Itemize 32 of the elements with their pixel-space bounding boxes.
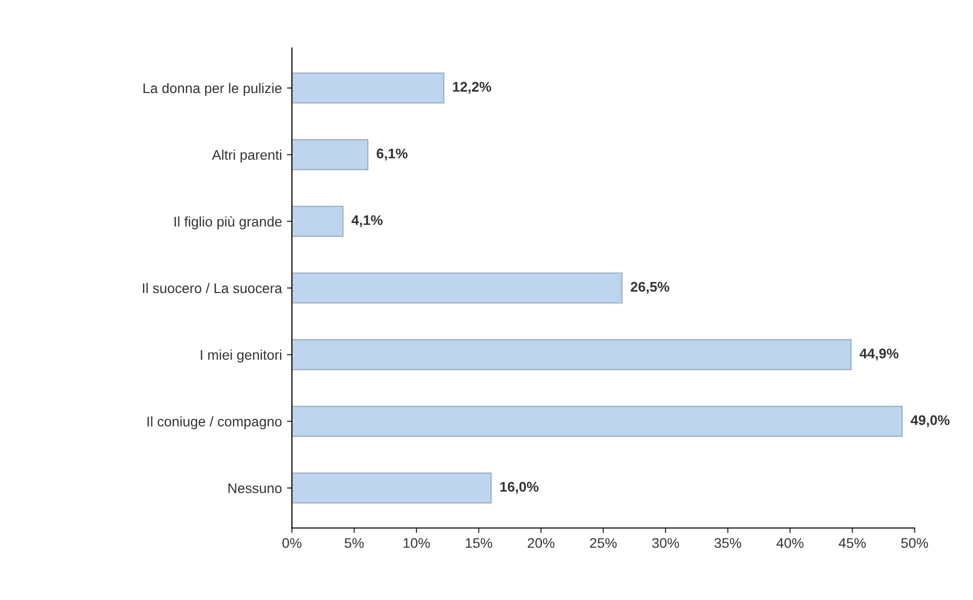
y-tick-label: Altri parenti [212, 150, 282, 163]
bar [292, 406, 903, 437]
x-tick-label: 25% [590, 538, 617, 548]
bar [292, 472, 492, 504]
x-tick-label: 35% [714, 538, 742, 548]
bar [292, 272, 622, 304]
data-label: 4,1% [352, 215, 383, 228]
x-tick-label: 20% [528, 538, 554, 548]
x-tick-label: 5% [344, 538, 364, 548]
x-tick-label: 0% [282, 538, 302, 548]
data-label: 16,0% [500, 482, 539, 494]
y-tick-label: La donna per le pulizie [144, 82, 282, 96]
x-tick-label: 50% [901, 538, 928, 548]
x-tick-label: 15% [466, 538, 492, 548]
x-tick-label: 40% [776, 538, 804, 548]
data-label: 26,5% [630, 282, 670, 294]
x-tick-label: 10% [404, 538, 430, 548]
y-tick-label: Nessuno [228, 483, 282, 494]
y-tick-label: Il suocero / La suocera [142, 282, 282, 294]
data-label: 6,1% [376, 148, 408, 160]
data-label: 44,9% [860, 348, 898, 360]
data-label: 49,0% [910, 415, 950, 428]
bar [292, 339, 852, 370]
bar [292, 139, 368, 170]
y-tick-label: Il figlio più grande [174, 216, 282, 230]
x-tick-label: 30% [652, 538, 679, 548]
x-tick-label: 45% [838, 538, 866, 548]
data-label: 12,2% [453, 82, 492, 94]
bar [292, 72, 444, 104]
bar [292, 206, 344, 237]
y-tick-label: I miei genitori [200, 350, 282, 363]
y-tick-label: Il coniuge / compagno [148, 416, 282, 430]
